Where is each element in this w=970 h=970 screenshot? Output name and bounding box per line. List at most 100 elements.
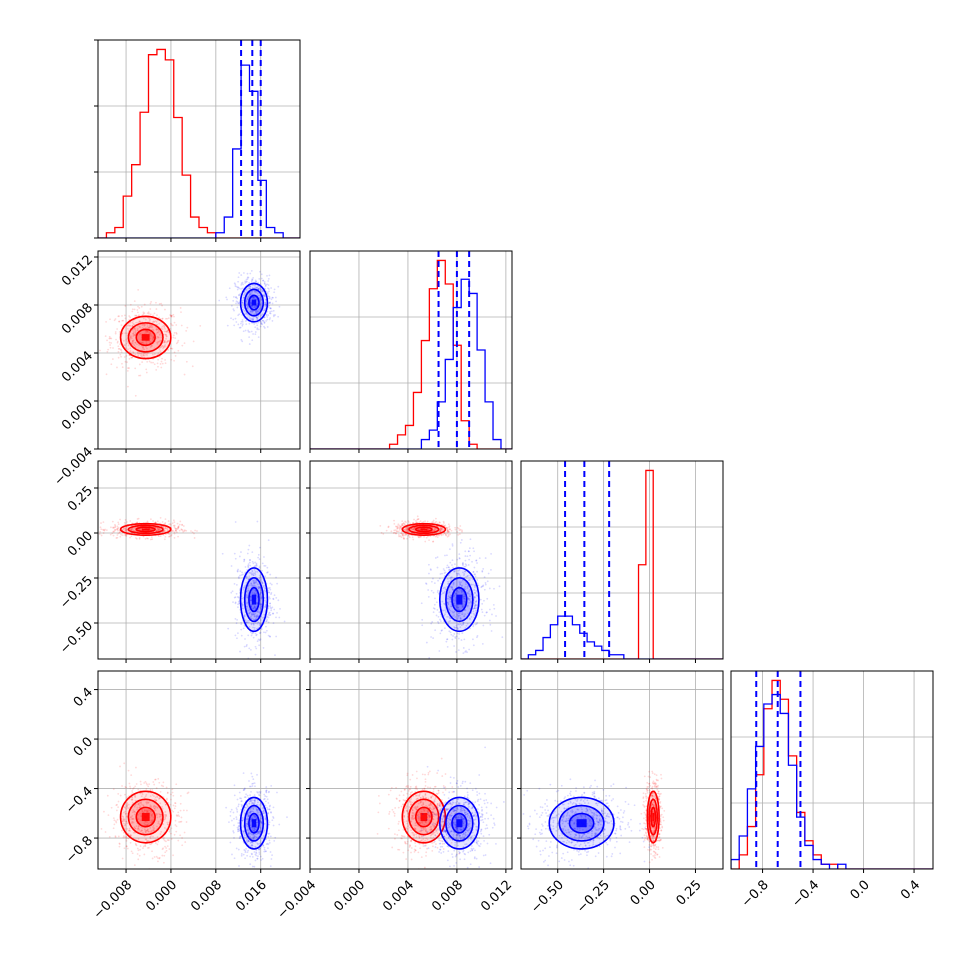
red-scatter-point: [132, 821, 135, 824]
blue-scatter-point: [246, 854, 248, 857]
blue-contour: [243, 288, 265, 317]
blue-scatter-point: [464, 550, 467, 553]
blue-scatter-point: [246, 804, 248, 806]
red-scatter-point: [156, 795, 158, 798]
blue-scatter-point: [492, 603, 495, 606]
blue-scatter-point: [251, 853, 253, 856]
blue-scatter-point: [241, 320, 244, 323]
red-scatter-point: [104, 335, 107, 338]
blue-scatter-point: [248, 343, 251, 345]
blue-scatter-point: [247, 634, 250, 637]
blue-scatter-point: [225, 806, 228, 809]
blue-scatter-point: [474, 575, 477, 578]
blue-scatter-point: [266, 274, 268, 277]
red-scatter-point: [147, 828, 149, 831]
blue-scatter-point: [266, 842, 269, 845]
blue-scatter-point: [472, 583, 474, 586]
blue-scatter-point: [448, 568, 451, 571]
red-scatter-point: [143, 352, 146, 355]
blue-scatter-point: [265, 800, 267, 803]
blue-scatter-point: [236, 569, 239, 572]
blue-scatter-point: [266, 618, 268, 621]
blue-scatter-point: [464, 651, 466, 653]
red-scatter-point: [176, 528, 179, 531]
red-scatter-point: [159, 516, 162, 519]
red-scatter-point: [125, 820, 128, 823]
blue-scatter-point: [458, 612, 460, 615]
red-scatter-point: [145, 809, 148, 812]
blue-scatter-point: [265, 620, 267, 623]
red-scatter-point: [144, 809, 147, 812]
red-scatter-point: [122, 822, 125, 825]
blue-scatter-point: [448, 615, 451, 618]
red-scatter-point: [143, 810, 146, 813]
blue-scatter-point: [475, 559, 478, 562]
blue-scatter-point: [464, 563, 467, 566]
red-scatter-point: [145, 368, 148, 371]
blue-scatter-point: [267, 539, 270, 542]
blue-scatter-point: [252, 579, 254, 582]
red-scatter-point: [434, 521, 437, 524]
blue-scatter-point: [241, 830, 244, 832]
blue-scatter-point: [267, 287, 269, 290]
blue-scatter-point: [235, 816, 238, 819]
red-scatter-point: [165, 828, 168, 830]
blue-scatter-point: [448, 630, 451, 633]
blue-scatter-point: [243, 310, 246, 312]
blue-scatter-point: [269, 835, 272, 838]
red-scatter-point: [170, 358, 173, 361]
blue-scatter-point: [251, 836, 254, 839]
blue-scatter-point: [516, 619, 518, 621]
red-scatter-point: [159, 332, 162, 334]
blue-scatter-point: [262, 309, 265, 312]
red-scatter-point: [111, 532, 114, 535]
blue-scatter-point: [459, 584, 462, 586]
blue-scatter-point: [229, 841, 232, 844]
blue-scatter-point: [249, 811, 252, 813]
blue-scatter-point: [245, 581, 248, 584]
blue-scatter-point: [264, 301, 266, 304]
blue-scatter-point: [256, 614, 259, 617]
blue-scatter-point: [427, 589, 430, 591]
blue-scatter-point: [252, 607, 255, 610]
blue-scatter-point: [264, 818, 267, 820]
blue-scatter-point: [242, 853, 245, 856]
blue-scatter-point: [436, 566, 439, 569]
blue-scatter-point: [251, 802, 254, 805]
red-scatter-point: [141, 361, 144, 363]
red-scatter-point: [439, 529, 441, 532]
blue-scatter-point: [226, 324, 229, 327]
blue-scatter-point: [254, 845, 257, 848]
blue-scatter-point: [250, 612, 253, 615]
blue-scatter-point: [441, 600, 444, 603]
blue-scatter-point: [452, 581, 455, 584]
blue-scatter-point: [434, 597, 436, 600]
blue-contour: [445, 577, 474, 623]
red-scatter-point: [150, 300, 153, 303]
blue-scatter-point: [240, 803, 243, 806]
red-scatter-point: [145, 838, 148, 841]
red-scatter-point: [145, 801, 148, 804]
red-scatter-point: [154, 805, 157, 808]
blue-scatter-point: [451, 576, 454, 579]
blue-scatter-point: [449, 609, 452, 612]
red-scatter-point: [132, 335, 135, 338]
red-scatter-point: [400, 532, 403, 535]
blue-scatter-point: [272, 314, 275, 317]
blue-scatter-point: [253, 582, 255, 585]
red-scatter-point: [134, 334, 136, 337]
red-scatter-point: [458, 533, 461, 536]
red-scatter-point: [141, 793, 144, 796]
red-scatter-point: [157, 331, 159, 334]
blue-scatter-point: [255, 592, 258, 594]
red-scatter-point: [150, 843, 152, 846]
blue-scatter-point: [244, 857, 246, 860]
blue-scatter-point: [256, 817, 258, 820]
blue-scatter-point: [269, 851, 272, 853]
blue-scatter-point: [435, 601, 438, 604]
red-scatter-point: [441, 529, 443, 531]
red-scatter-point: [149, 302, 152, 305]
blue-scatter-point: [243, 849, 246, 851]
red-scatter-point: [166, 340, 169, 343]
red-scatter-point: [159, 833, 162, 835]
